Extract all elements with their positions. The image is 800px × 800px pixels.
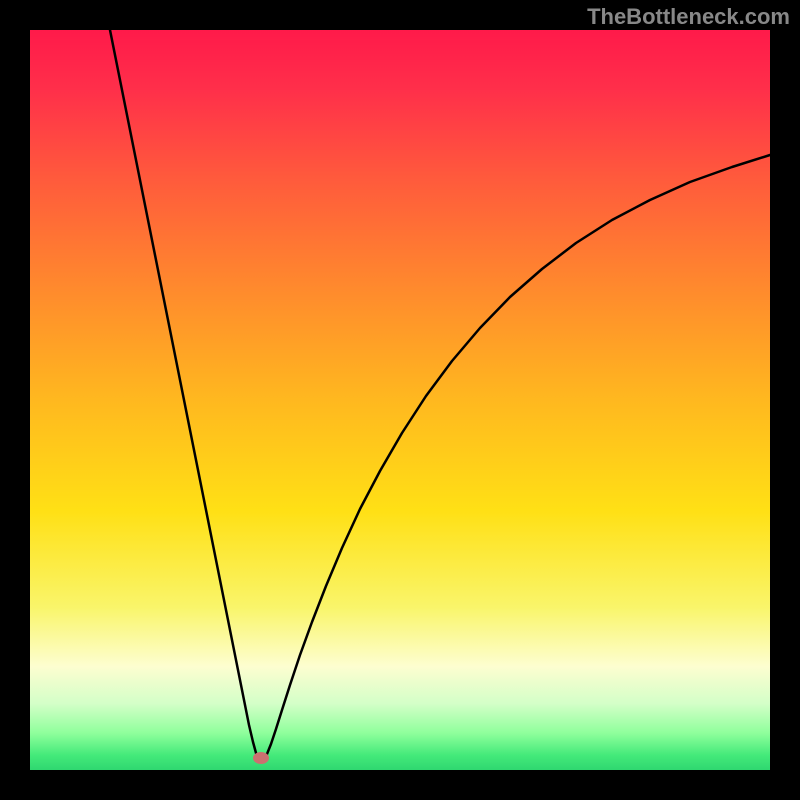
bottleneck-chart: TheBottleneck.com [0, 0, 800, 800]
optimum-marker [253, 752, 269, 764]
plot-area [30, 30, 770, 770]
watermark-text: TheBottleneck.com [587, 4, 790, 30]
